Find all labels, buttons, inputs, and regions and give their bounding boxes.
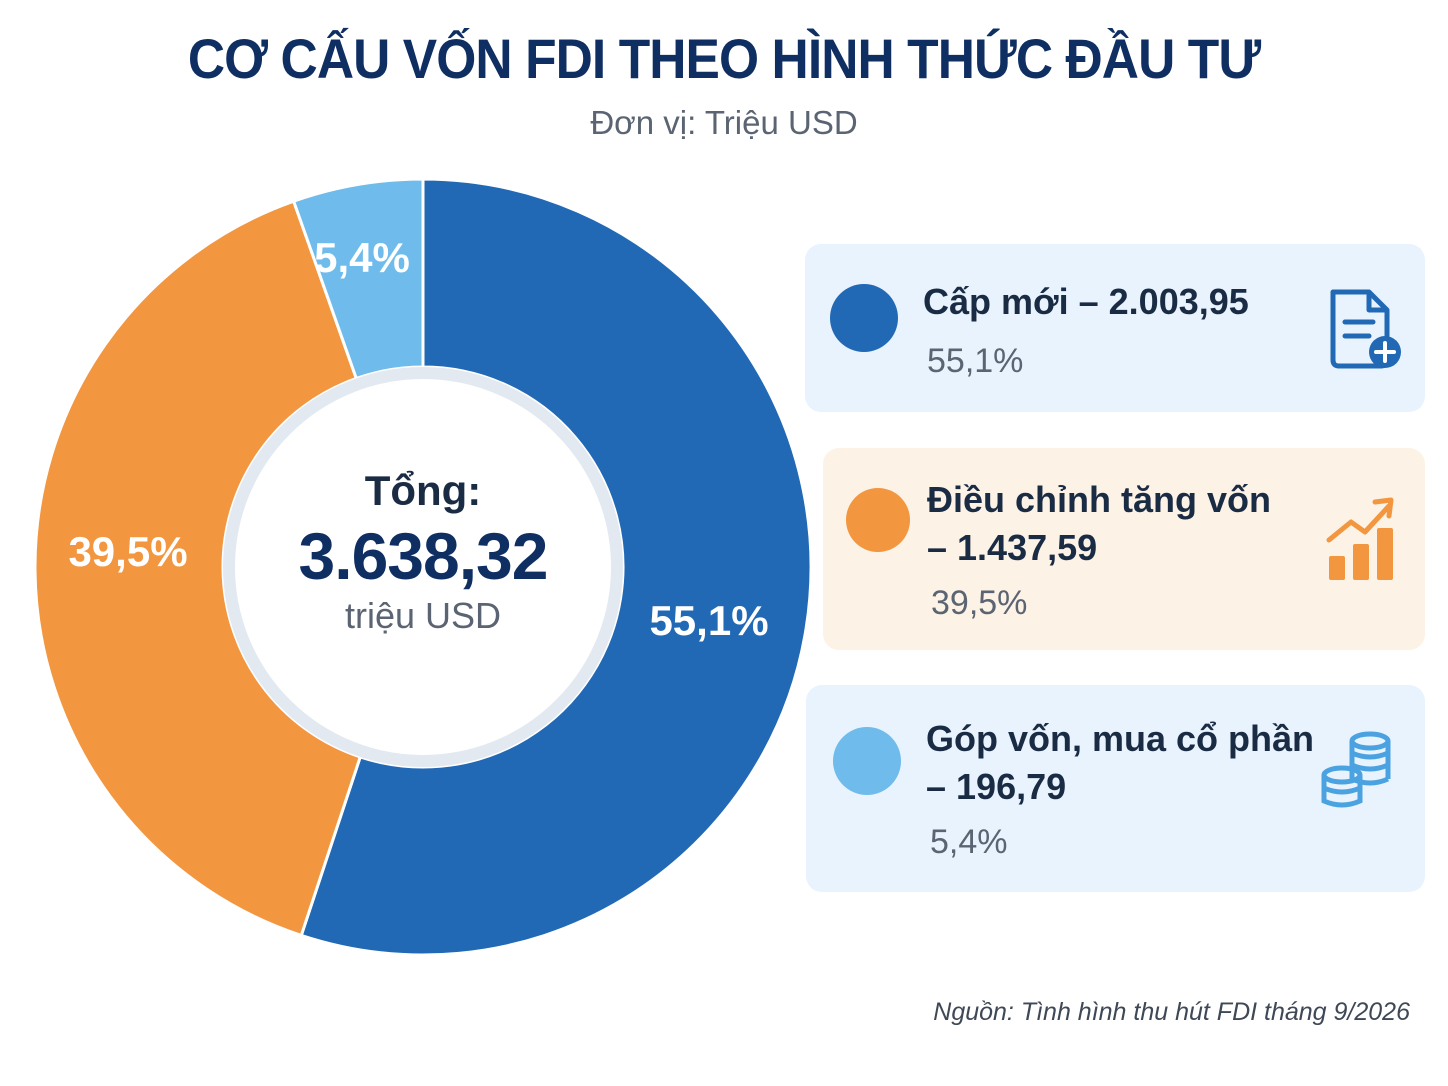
legend-label-cap-moi: Cấp mới – 2.003,95 — [923, 281, 1249, 322]
legend-value-gop-von: – 196,79 — [926, 766, 1067, 807]
slice-label-gop-von: 5,4% — [314, 234, 410, 281]
legend-value-dieu-chinh: – 1.437,59 — [927, 527, 1098, 568]
total-unit: triệu USD — [344, 595, 502, 636]
source-note: Nguồn: Tình hình thu hút FDI tháng 9/202… — [933, 998, 1410, 1026]
legend-percent-cap-moi: 55,1% — [927, 342, 1024, 380]
legend-label-dieu-chinh: Điều chỉnh tăng vốn — [927, 479, 1272, 520]
slice-label-dieu-chinh: 39,5% — [68, 528, 188, 575]
coins-icon — [1321, 731, 1391, 808]
legend-percent-gop-von: 5,4% — [930, 823, 1008, 861]
legend-swatch-cap-moi — [830, 284, 898, 352]
legend-swatch-dieu-chinh — [846, 488, 910, 552]
legend-label-gop-von: Góp vốn, mua cổ phần — [926, 718, 1315, 759]
legend-swatch-gop-von — [833, 727, 901, 795]
legend-percent-dieu-chinh: 39,5% — [931, 584, 1028, 622]
donut-center: Tổng: 3.638,32 triệu USD — [223, 466, 623, 636]
growth-chart-icon — [1326, 497, 1394, 580]
donut-chart — [33, 177, 813, 957]
chart-title: CƠ CẤU VỐN FDI THEO HÌNH THỨC ĐẦU TƯ — [187, 27, 1261, 90]
donut-hole — [223, 367, 623, 767]
legend-card-cap-moi: Cấp mới – 2.003,95 55,1% — [805, 244, 1425, 412]
chart-subtitle: Đơn vị: Triệu USD — [590, 104, 858, 141]
total-label: Tổng: — [364, 467, 482, 514]
legend-card-dieu-chinh: Điều chỉnh tăng vốn – 1.437,59 39,5% — [823, 448, 1425, 650]
total-value: 3.638,32 — [298, 519, 549, 593]
document-plus-icon — [1330, 289, 1401, 369]
slice-label-cap-moi: 55,1% — [649, 597, 769, 644]
legend-card-gop-von: Góp vốn, mua cổ phần – 196,79 5,4% — [806, 685, 1425, 892]
